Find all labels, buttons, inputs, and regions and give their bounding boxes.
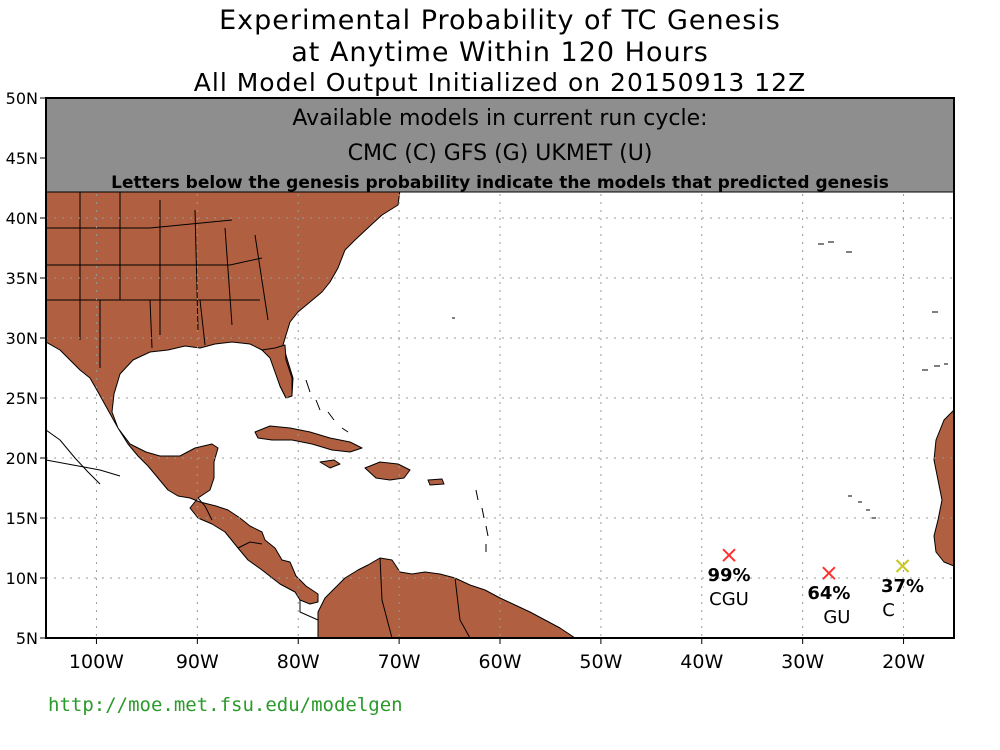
bahamas-islands [305, 379, 349, 433]
genesis-marker-3: 37% C [881, 559, 924, 621]
marker-x-icon [895, 559, 910, 573]
marker-probability: 37% [881, 576, 924, 597]
azores-islands [818, 241, 852, 253]
jamaica-island [319, 459, 341, 469]
banner-background [45, 97, 955, 193]
genesis-markers: 99% CGU 64% GU 37% C [707, 548, 924, 628]
lat-tick-label: 50N [6, 89, 38, 108]
florida-peninsula [261, 344, 293, 399]
lon-tick-label: 80W [277, 651, 320, 673]
cape-verde-islands [848, 495, 876, 519]
lon-tick-label: 60W [479, 651, 522, 673]
lesser-antilles [475, 489, 489, 552]
marker-x-icon [822, 566, 836, 580]
puerto-rico-island [427, 478, 445, 486]
lon-tick-label: 100W [69, 651, 124, 673]
marker-models: GU [823, 607, 850, 628]
banner-line-3: Letters below the genesis probability in… [111, 173, 889, 193]
lon-tick-label: 70W [378, 651, 421, 673]
banner-line-2: CMC (C) GFS (G) UKMET (U) [348, 141, 653, 166]
lat-tick-label: 10N [6, 569, 38, 588]
marker-x-icon [722, 548, 736, 562]
lat-tick-label: 15N [6, 509, 38, 528]
banner-line-1: Available models in current run cycle: [292, 106, 707, 131]
political-borders [46, 190, 471, 638]
lon-tick-label: 50W [579, 651, 622, 673]
lat-tick-label: 40N [6, 209, 38, 228]
map-axes: 100W 90W 80W 70W 60W 50W 40W 30W 20W 5N 10N 15N 20N 2… [6, 89, 926, 673]
lon-tick-label: 40W [680, 651, 723, 673]
lon-tick-label: 30W [781, 651, 824, 673]
lat-tick-label: 35N [6, 269, 38, 288]
genesis-marker-1: 99% CGU [707, 548, 751, 610]
lat-tick-label: 20N [6, 449, 38, 468]
cuba-island [254, 425, 363, 453]
marker-models: CGU [709, 589, 749, 610]
title-line-2: at Anytime Within 120 Hours [291, 37, 709, 68]
gulf-of-california-shore [46, 429, 101, 485]
title-line-1: Experimental Probability of TC Genesis [219, 5, 781, 36]
lat-tick-label: 5N [16, 629, 38, 648]
lon-tick-label: 20W [882, 651, 925, 673]
west-africa-landmass [933, 409, 954, 567]
marker-probability: 99% [707, 565, 750, 586]
genesis-map: 99% CGU 64% GU 37% C Available models in curr… [6, 89, 955, 673]
lon-tick-label: 90W [176, 651, 219, 673]
marker-models: C [882, 600, 895, 621]
title-line-3: All Model Output Initialized on 20150913… [193, 68, 807, 97]
marker-probability: 64% [807, 583, 850, 604]
lat-tick-label: 30N [6, 329, 38, 348]
genesis-marker-2: 64% GU [807, 566, 850, 628]
models-banner: Available models in current run cycle: C… [45, 97, 955, 193]
source-url-link[interactable]: http://moe.met.fsu.edu/modelgen [48, 694, 403, 716]
lat-tick-label: 45N [6, 149, 38, 168]
canary-islands [922, 363, 948, 371]
lat-tick-label: 25N [6, 389, 38, 408]
